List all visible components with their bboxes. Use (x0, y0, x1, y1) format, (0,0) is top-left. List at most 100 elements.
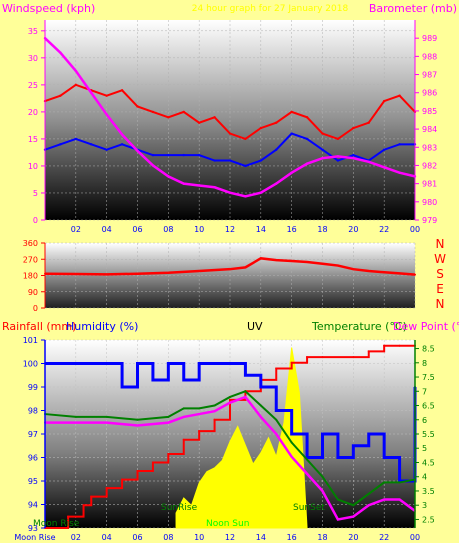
wind-data-point (213, 116, 216, 119)
direction-data-point (290, 260, 293, 263)
dewpoint-label: Dew Point (°C (393, 320, 459, 333)
temp-data-point (383, 344, 386, 347)
wind-data-point (398, 94, 401, 97)
baro-ytick-label: 979 (422, 216, 437, 225)
temp-data-point (105, 415, 108, 418)
wind-data-point (259, 191, 263, 194)
wind-data-point (305, 137, 309, 141)
temp-data-point (367, 504, 370, 507)
wind-data-point (290, 110, 293, 114)
temp-data-point (213, 362, 216, 365)
temp-data-point (182, 378, 185, 381)
wind-data-point (336, 155, 340, 158)
uv-area (175, 347, 308, 529)
wind-xtick-label: 18 (317, 225, 327, 234)
direction-data-point (367, 269, 370, 272)
wind-data-point (275, 182, 278, 185)
baro-ytick-label: 980 (422, 198, 437, 207)
temp-data-point (367, 433, 370, 435)
wind-data-point (259, 159, 263, 162)
direction-data-point (136, 272, 139, 275)
direction-data-point (275, 259, 278, 262)
compass-label: N (436, 297, 445, 311)
temp-data-point (275, 367, 278, 370)
temp-data-point (151, 378, 154, 381)
wind-data-point (59, 143, 62, 146)
temp-data-point (367, 492, 370, 495)
humidity-ytick-label: 93 (28, 524, 38, 533)
moon-rise-marker: Moon Rise (33, 519, 80, 529)
wind-data-point (167, 153, 170, 157)
wind-data-point (352, 156, 355, 160)
temp-data-point (105, 362, 108, 365)
wind-data-point (336, 137, 340, 141)
humidity-ytick-label: 96 (28, 454, 38, 463)
direction-data-point (398, 272, 401, 275)
temp-data-point (244, 390, 247, 393)
wind-data-point (120, 89, 124, 92)
wind-data-point (151, 164, 155, 167)
temp-axes: 93 94 95 96 97 98 99 100 101 2.5 3 3.5 4 4.5 5 5.5 6 6.5 7… (14, 336, 434, 542)
wind-data-point (244, 164, 247, 168)
wind-ytick-label: 5 (33, 189, 38, 198)
wind-data-point (382, 148, 386, 151)
wind-data-point (352, 126, 355, 130)
temp-data-point (167, 415, 170, 418)
wind-data-point (197, 121, 201, 124)
wind-grid (45, 20, 416, 221)
temp-data-point (259, 415, 262, 418)
temp-xtick-label: 00 (410, 533, 420, 542)
direction-ytick-label: 0 (33, 304, 38, 313)
wind-data-point (275, 121, 278, 124)
temp-data-point (352, 356, 355, 359)
direction-data-point (321, 262, 324, 265)
wind-data-point (182, 153, 185, 157)
direction-data-point (383, 271, 386, 274)
wind-data-point (213, 159, 216, 162)
humidity-ytick-label: 100 (23, 360, 38, 369)
temp-ytick-label: 7.5 (422, 373, 435, 382)
temp-xtick-label: Moon Rise (14, 533, 55, 542)
wind-data-point (228, 159, 232, 162)
wind-data-point (213, 186, 216, 189)
direction-ytick-label: 90 (28, 288, 38, 297)
wind-data-point (244, 195, 247, 198)
wind-data-point (90, 143, 93, 146)
temp-data-point (352, 444, 355, 447)
direction-data-point (336, 264, 339, 267)
wind-data-point (105, 94, 108, 97)
temp-data-point (136, 418, 139, 421)
temp-xtick-label: 10 (194, 533, 204, 542)
temp-data-point (213, 410, 216, 413)
uv-label: UV (247, 320, 263, 333)
temp-data-point (198, 413, 201, 416)
temp-data-point (290, 455, 293, 458)
temp-data-point (290, 441, 293, 444)
direction-data-point (167, 271, 170, 274)
wind-xtick-label: 16 (287, 225, 297, 234)
sunset-marker: SunSet (293, 503, 325, 513)
rainfall-label: Rainfall (mm) (2, 320, 76, 333)
temp-xtick-label: 14 (256, 533, 266, 542)
baro-ytick-label: 984 (422, 125, 437, 134)
temp-data-point (290, 433, 293, 435)
temp-data-point (275, 418, 278, 421)
wind-data-point (305, 162, 309, 165)
wind-data-point (182, 110, 185, 114)
wind-data-point (290, 171, 293, 174)
temp-data-point (336, 498, 339, 501)
wind-data-point (90, 91, 93, 94)
temp-ytick-label: 4.5 (422, 458, 435, 467)
baro-ytick-label: 983 (422, 143, 437, 152)
temp-data-point (244, 395, 247, 398)
temp-data-point (167, 452, 170, 455)
temp-data-point (398, 498, 401, 501)
wind-data-point (74, 69, 78, 73)
direction-data-point (105, 273, 108, 276)
wind-data-point (136, 149, 139, 153)
direction-axes: 0 90 180 270 360 (23, 239, 46, 313)
direction-series (44, 257, 416, 276)
temp-data-point (321, 475, 324, 478)
